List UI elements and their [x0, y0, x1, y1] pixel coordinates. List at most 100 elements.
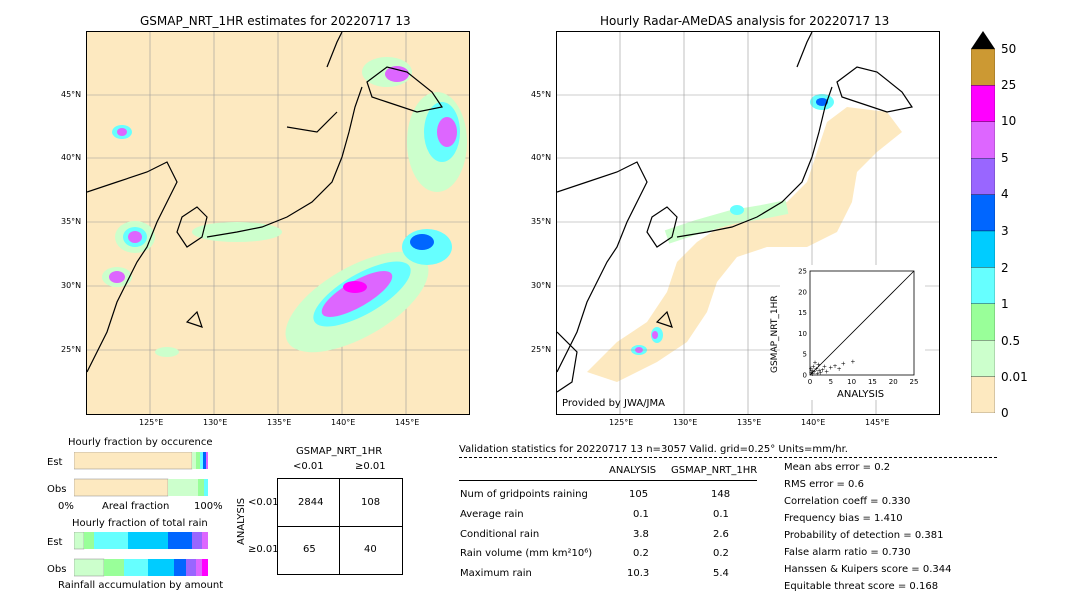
scatter-xtick-label: 25 [910, 378, 919, 386]
col-analysis: ANALYSIS [609, 465, 657, 476]
total-rain-bars [73, 531, 208, 579]
lon-tick: 145°E [395, 418, 420, 427]
stat-gsmap: 5.4 [713, 568, 729, 579]
stat-analysis: 105 [629, 489, 649, 500]
scatter-points: ++++++++++++ + ++ ++ ++ + [808, 359, 855, 378]
stat-label: Average rain [460, 509, 524, 520]
score-line: Equitable threat score = 0.168 [784, 581, 939, 592]
total-rain-svg [73, 531, 208, 577]
stat-label: Num of gridpoints raining [460, 489, 588, 500]
colorbar-label: 3 [1001, 224, 1009, 238]
coastline [87, 32, 443, 373]
lat-tick: 30°N [61, 281, 82, 290]
gsmap-map-svg [87, 32, 469, 414]
total-rain-row-obs: Obs [47, 564, 67, 575]
stat-analysis: 0.1 [633, 509, 649, 520]
stat-analysis: 3.8 [633, 529, 649, 540]
scatter-point: + [810, 368, 815, 375]
colorbar-extend [971, 31, 995, 49]
scatter-point: + [818, 370, 823, 377]
occurrence-axis-right: 100% [194, 501, 223, 512]
scatter-ytick-label: 15 [798, 309, 807, 317]
lon-tick: 140°E [801, 418, 826, 427]
colorbar-segment [970, 121, 996, 159]
stat-analysis: 10.3 [627, 568, 650, 579]
colorbar-label: 0.5 [1001, 334, 1021, 348]
total-rain-xlabel: Rainfall accumulation by amount [58, 580, 224, 591]
score-line: Frequency bias = 1.410 [784, 513, 903, 524]
scatter-point: + [816, 362, 821, 369]
lat-tick: 40°N [61, 153, 82, 162]
lat-tick: 35°N [531, 217, 552, 226]
contingency-table: 2844 108 65 40 [277, 478, 403, 575]
colorbar-segments [970, 48, 996, 414]
occurrence-svg [73, 451, 208, 497]
lon-tick: 130°E [673, 418, 698, 427]
scatter-ytick-label: 5 [803, 351, 807, 359]
colorbar-label: 25 [1001, 78, 1017, 92]
colorbar-label: 10 [1001, 114, 1017, 128]
scatter-ytick-label: 25 [798, 268, 807, 276]
scatter-point: + [837, 366, 842, 373]
lat-tick: 35°N [61, 217, 82, 226]
lon-tick: 145°E [865, 418, 890, 427]
colorbar-label: 50 [1001, 42, 1017, 56]
scatter-xlabel: ANALYSIS [837, 389, 885, 400]
graticule [557, 32, 939, 414]
scatter-point: + [808, 365, 813, 372]
scatter-point: + [810, 371, 815, 378]
lon-tick: 125°E [609, 418, 634, 427]
graticule [87, 32, 469, 414]
gsmap-map [86, 31, 470, 415]
occurrence-axis-label: Areal fraction [102, 501, 170, 512]
validation-header: Validation statistics for 20220717 13 n=… [459, 444, 848, 455]
colorbar-segment [970, 194, 996, 232]
occurrence-axis-left: 0% [58, 501, 74, 512]
scatter-plot: ++++++++++++ + ++ ++ ++ + 0 5 10 15 20 25 0 5 10 15 20… [798, 268, 919, 387]
scatter-xtick-label: 15 [868, 378, 877, 386]
contingency-row-ge: ≥0.01 [248, 544, 279, 555]
lon-tick: 130°E [203, 418, 228, 427]
lon-tick: 125°E [139, 418, 164, 427]
lon-tick: 135°E [737, 418, 762, 427]
colorbar-segment [970, 48, 996, 86]
scatter-xtick-label: 10 [847, 378, 856, 386]
scatter-ytick-label: 0 [803, 372, 807, 380]
scatter-point: + [811, 364, 816, 371]
colorbar-label: 4 [1001, 187, 1009, 201]
colorbar-segment [970, 267, 996, 304]
lat-tick: 30°N [531, 281, 552, 290]
contingency-title: GSMAP_NRT_1HR [296, 446, 383, 457]
colorbar-label: 5 [1001, 151, 1009, 165]
lat-tick: 25°N [61, 345, 82, 354]
contingency-cell: 40 [364, 544, 377, 555]
scatter-xtick-label: 0 [808, 378, 812, 386]
score-line: RMS error = 0.6 [784, 479, 864, 490]
colorbar-segment [970, 158, 996, 195]
scatter-xtick-label: 5 [829, 378, 833, 386]
scatter-point: + [820, 367, 825, 374]
scatter-ytick-label: 10 [798, 330, 807, 338]
rain-field [102, 57, 467, 357]
scatter-xticks: 0 5 10 15 20 25 [808, 378, 919, 386]
scatter-point: + [809, 370, 814, 377]
stat-analysis: 0.2 [633, 548, 649, 559]
radar-map-svg [557, 32, 939, 414]
lon-tick: 135°E [267, 418, 292, 427]
colorbar-segment [970, 85, 996, 122]
scatter-point: + [822, 364, 827, 371]
occurrence-bars [73, 451, 208, 499]
colorbar-segment [970, 340, 996, 377]
scatter-point: + [824, 368, 829, 375]
scatter-xtick-label: 20 [889, 378, 898, 386]
lat-tick: 25°N [531, 345, 552, 354]
validation-divider [459, 457, 997, 458]
stat-gsmap: 0.2 [713, 548, 729, 559]
lat-tick: 40°N [531, 153, 552, 162]
scatter-point: + [815, 370, 820, 377]
contingency-cell: 65 [303, 544, 316, 555]
scatter-point: + [812, 360, 817, 367]
colorbar-svg [970, 31, 996, 414]
scatter-point: + [828, 365, 833, 372]
scatter-point: + [817, 367, 822, 374]
